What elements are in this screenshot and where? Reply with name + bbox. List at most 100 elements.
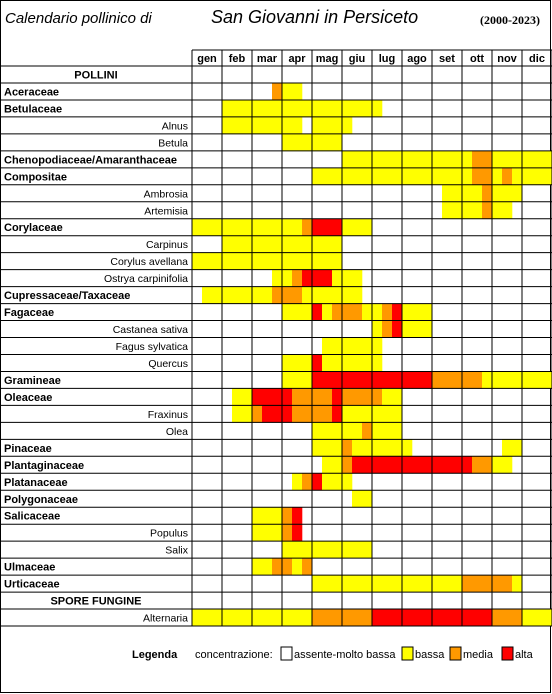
- family-label: Plantaginaceae: [4, 460, 84, 472]
- cell-gramineae-13: [322, 371, 333, 389]
- cell-gramineae-23: [422, 371, 433, 389]
- family-label: Chenopodiaceae/Amaranthaceae: [4, 154, 177, 166]
- cell-fagaceae-15: [342, 303, 353, 321]
- cell-alnus-8: [272, 116, 283, 135]
- cell-olea-13: [322, 422, 333, 440]
- cell-cupressaceae-taxaceae-5: [242, 286, 253, 304]
- cell-populus-8: [272, 524, 283, 542]
- cell-populus-6: [252, 524, 263, 542]
- cell-compositae-35: [542, 167, 552, 186]
- family-label: Oleaceae: [4, 392, 52, 404]
- cell-alternaria-8: [272, 609, 283, 627]
- cell-fagus-sylvatica-18: [372, 337, 383, 355]
- family-label: Fagaceae: [4, 307, 54, 319]
- genus-label: Fraxinus: [148, 409, 188, 421]
- cell-alternaria-16: [352, 609, 363, 627]
- cell-urticaceae-22: [412, 575, 423, 593]
- cell-cupressaceae-taxaceae-4: [232, 286, 243, 304]
- cell-salix-10: [292, 541, 303, 559]
- cell-alternaria-6: [252, 609, 263, 627]
- cell-oleaceae-15: [342, 388, 353, 406]
- cell-olea-16: [352, 422, 363, 440]
- cell-compositae-25: [442, 167, 453, 186]
- cell-cupressaceae-taxaceae-12: [312, 286, 323, 304]
- cell-plantaginaceae-25: [442, 456, 453, 474]
- cell-compositae-20: [392, 167, 403, 186]
- cell-urticaceae-28: [472, 575, 483, 593]
- cell-carpinus-10: [292, 235, 303, 253]
- cell-compositae-17: [362, 167, 373, 186]
- cell-alternaria-30: [492, 609, 503, 627]
- cell-aceraceae-9: [282, 82, 293, 101]
- section-label: POLLINI: [74, 70, 117, 82]
- cell-corylaceae-10: [292, 218, 303, 236]
- cell-salix-13: [322, 541, 333, 559]
- cell-chenopodiaceae-amaranthaceae-23: [422, 150, 433, 169]
- cell-alternaria-28: [472, 609, 483, 627]
- cell-corylaceae-7: [262, 218, 273, 236]
- cell-chenopodiaceae-amaranthaceae-18: [372, 150, 383, 169]
- cell-alternaria-35: [542, 609, 552, 627]
- cell-betulaceae-15: [342, 99, 353, 118]
- cell-fagus-sylvatica-17: [362, 337, 373, 355]
- cell-fagaceae-22: [412, 303, 423, 321]
- cell-chenopodiaceae-amaranthaceae-27: [462, 150, 473, 169]
- cell-carpinus-14: [332, 235, 343, 253]
- cell-chenopodiaceae-amaranthaceae-21: [402, 150, 413, 169]
- cell-compositae-26: [452, 167, 463, 186]
- cell-fraxinus-12: [312, 405, 323, 423]
- cell-plantaginaceae-16: [352, 456, 363, 474]
- cell-urticaceae-23: [422, 575, 433, 593]
- cell-pinaceae-21: [402, 439, 413, 457]
- cell-fraxinus-15: [342, 405, 353, 423]
- cell-alternaria-1: [202, 609, 213, 627]
- cell-fagaceae-16: [352, 303, 363, 321]
- cell-fraxinus-7: [262, 405, 273, 423]
- cell-alternaria-7: [262, 609, 273, 627]
- cell-chenopodiaceae-amaranthaceae-34: [532, 150, 543, 169]
- cell-oleaceae-18: [372, 388, 383, 406]
- cell-corylus-avellana-1: [202, 252, 213, 270]
- cell-ostrya-carpinifolia-13: [322, 269, 333, 287]
- cell-cupressaceae-taxaceae-3: [222, 286, 233, 304]
- cell-urticaceae-31: [502, 575, 513, 593]
- legend-label-2: media: [463, 649, 494, 661]
- family-label: Compositae: [4, 171, 67, 183]
- genus-label: Quercus: [148, 358, 188, 370]
- cell-quercus-10: [292, 354, 303, 372]
- cell-corylaceae-17: [362, 218, 373, 236]
- cell-pinaceae-17: [362, 439, 373, 457]
- cell-chenopodiaceae-amaranthaceae-32: [512, 150, 523, 169]
- cell-alnus-14: [332, 116, 343, 135]
- cell-alnus-9: [282, 116, 293, 135]
- cell-gramineae-10: [292, 371, 303, 389]
- cell-urticaceae-30: [492, 575, 503, 593]
- cell-fraxinus-13: [322, 405, 333, 423]
- cell-carpinus-6: [252, 235, 263, 253]
- cell-chenopodiaceae-amaranthaceae-15: [342, 150, 353, 169]
- cell-alternaria-26: [452, 609, 463, 627]
- cell-aceraceae-8: [272, 82, 283, 101]
- cell-compositae-22: [412, 167, 423, 186]
- cell-urticaceae-15: [342, 575, 353, 593]
- cell-alternaria-9: [282, 609, 293, 627]
- cell-corylaceae-6: [252, 218, 263, 236]
- month-header-gen: gen: [197, 53, 217, 65]
- cell-fagus-sylvatica-16: [352, 337, 363, 355]
- cell-chenopodiaceae-amaranthaceae-19: [382, 150, 393, 169]
- cell-carpinus-9: [282, 235, 293, 253]
- cell-fagaceae-19: [382, 303, 393, 321]
- cell-oleaceae-13: [322, 388, 333, 406]
- cell-chenopodiaceae-amaranthaceae-29: [482, 150, 493, 169]
- cell-plantaginaceae-15: [342, 456, 353, 474]
- genus-label: Artemisia: [144, 205, 188, 217]
- cell-ambrosia-26: [452, 184, 463, 203]
- cell-cupressaceae-taxaceae-16: [352, 286, 363, 304]
- cell-fagaceae-14: [332, 303, 343, 321]
- cell-alternaria-19: [382, 609, 393, 627]
- cell-betulaceae-6: [252, 99, 263, 118]
- cell-plantaginaceae-23: [422, 456, 433, 474]
- legend-label-3: alta: [515, 649, 534, 661]
- cell-corylaceae-11: [302, 218, 313, 236]
- cell-carpinus-7: [262, 235, 273, 253]
